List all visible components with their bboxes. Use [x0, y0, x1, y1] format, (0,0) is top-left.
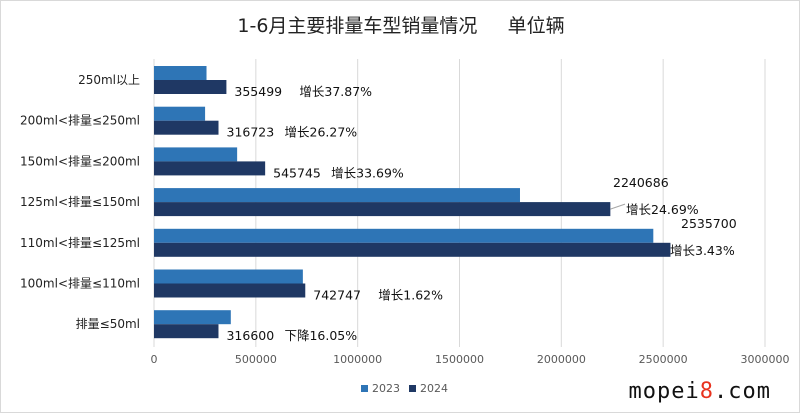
- bar-2023: [154, 269, 303, 284]
- bar-2023: [154, 66, 207, 80]
- data-label-value: 355499: [234, 84, 282, 99]
- data-label-value: 2240686: [613, 175, 669, 190]
- data-label-value: 742747: [313, 288, 361, 303]
- category-label: 150ml<排量≤200ml: [20, 154, 140, 168]
- legend-label-2024: 2024: [420, 382, 448, 395]
- bar-2023: [154, 106, 206, 121]
- x-tick-label: 2500000: [639, 353, 688, 366]
- x-tick-label: 1000000: [333, 353, 382, 366]
- bar-2024: [154, 120, 219, 135]
- category-label: 125ml<排量≤150ml: [20, 195, 140, 209]
- category-label: 100ml<排量≤110ml: [20, 277, 140, 291]
- x-tick-label: 2000000: [537, 353, 586, 366]
- legend-swatch-2023: [361, 385, 368, 392]
- category-label: 200ml<排量≤250ml: [20, 114, 140, 128]
- bar-2023: [154, 228, 654, 243]
- legend-label-2023: 2023: [372, 382, 400, 395]
- x-tick-label: 3000000: [741, 353, 790, 366]
- chart-title: 1-6月主要排量车型销量情况 单位辆: [237, 15, 565, 37]
- data-label-change: 增长3.43%: [670, 243, 735, 258]
- category-label: 110ml<排量≤125ml: [20, 236, 140, 250]
- x-tick-label: 500000: [235, 353, 277, 366]
- bar-2024: [154, 242, 671, 257]
- data-label-value: 316723: [227, 125, 275, 140]
- bar-2023: [154, 310, 231, 325]
- category-label: 250ml以上: [78, 73, 140, 87]
- bar-2023: [154, 147, 238, 162]
- data-label-change: 增长24.69%: [626, 202, 699, 217]
- bar-2024: [154, 80, 227, 94]
- data-label-change: 增长37.87%: [299, 84, 372, 99]
- legend-swatch-2024: [409, 385, 416, 392]
- bar-2024: [154, 202, 611, 217]
- x-tick-label: 1500000: [435, 353, 484, 366]
- data-label-value: 545745: [273, 165, 321, 180]
- x-tick-label: 0: [151, 353, 158, 366]
- data-label-value: 316600: [226, 328, 274, 343]
- bar-2024: [154, 161, 266, 176]
- bar-2024: [154, 324, 219, 339]
- data-label-change: 下降16.05%: [284, 328, 357, 343]
- data-label-change: 增长1.62%: [378, 288, 443, 303]
- bar-2023: [154, 188, 520, 203]
- leader-line: [610, 203, 626, 210]
- watermark: mopei8.com: [628, 379, 771, 404]
- bar-2024: [154, 283, 306, 298]
- category-label: 排量≤50ml: [76, 317, 140, 331]
- data-label-change: 增长26.27%: [285, 125, 358, 140]
- data-label-value: 2535700: [681, 216, 737, 231]
- data-label-change: 增长33.69%: [331, 165, 404, 180]
